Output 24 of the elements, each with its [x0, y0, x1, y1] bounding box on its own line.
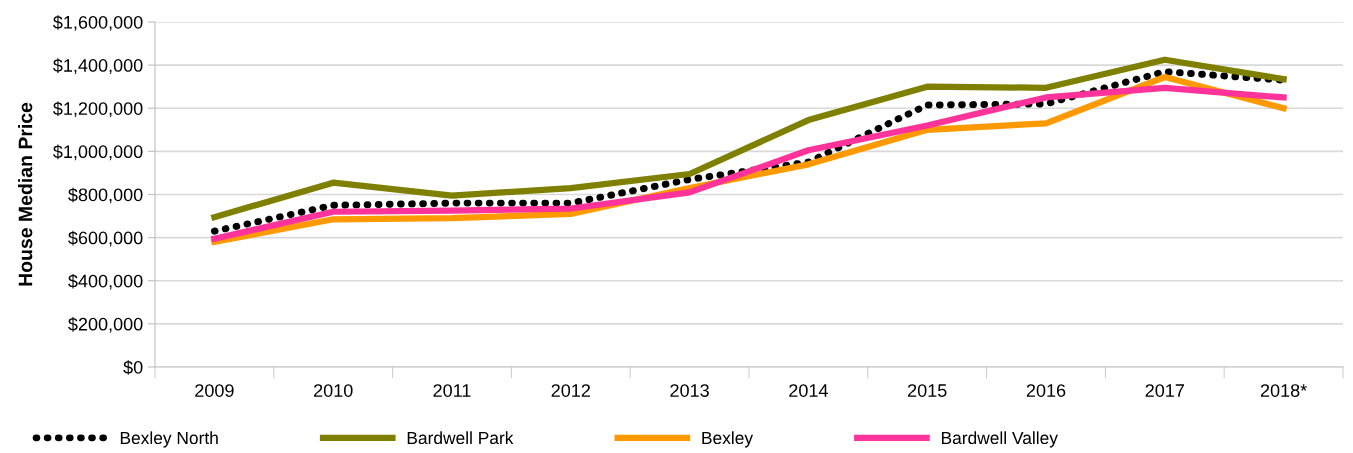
y-axis-title: House Median Price [18, 102, 33, 286]
x-tick-label: 2010 [314, 384, 353, 397]
y-tick-label: $0 [123, 360, 143, 375]
legend-label: Bardwell Valley [941, 431, 1058, 448]
legend-label: Bexley North [120, 431, 218, 448]
y-tick-label: $600,000 [68, 230, 143, 247]
y-tick-label: $1,200,000 [53, 101, 143, 118]
legend-label: Bexley [702, 431, 754, 448]
x-tick-label: 2009 [195, 384, 234, 397]
y-tick-label: $1,000,000 [53, 144, 143, 161]
x-tick-label: 2013 [670, 384, 709, 397]
x-tick-label: 2014 [789, 384, 828, 397]
x-tick-label: 2011 [433, 384, 471, 397]
x-tick-label: 2016 [1026, 384, 1066, 397]
x-tick-label: 2015 [908, 384, 947, 397]
legend-label: Bardwell Park [407, 431, 514, 445]
x-tick-label: 2018* [1260, 384, 1307, 397]
y-tick-label: $400,000 [68, 273, 143, 290]
x-tick-label: 2017 [1145, 384, 1184, 397]
y-tick-label: $800,000 [68, 187, 143, 204]
x-tick-label: 2012 [551, 384, 590, 397]
y-tick-label: $1,400,000 [53, 58, 143, 74]
y-tick-label: $200,000 [68, 317, 143, 333]
y-tick-label: $1,600,000 [53, 15, 143, 31]
